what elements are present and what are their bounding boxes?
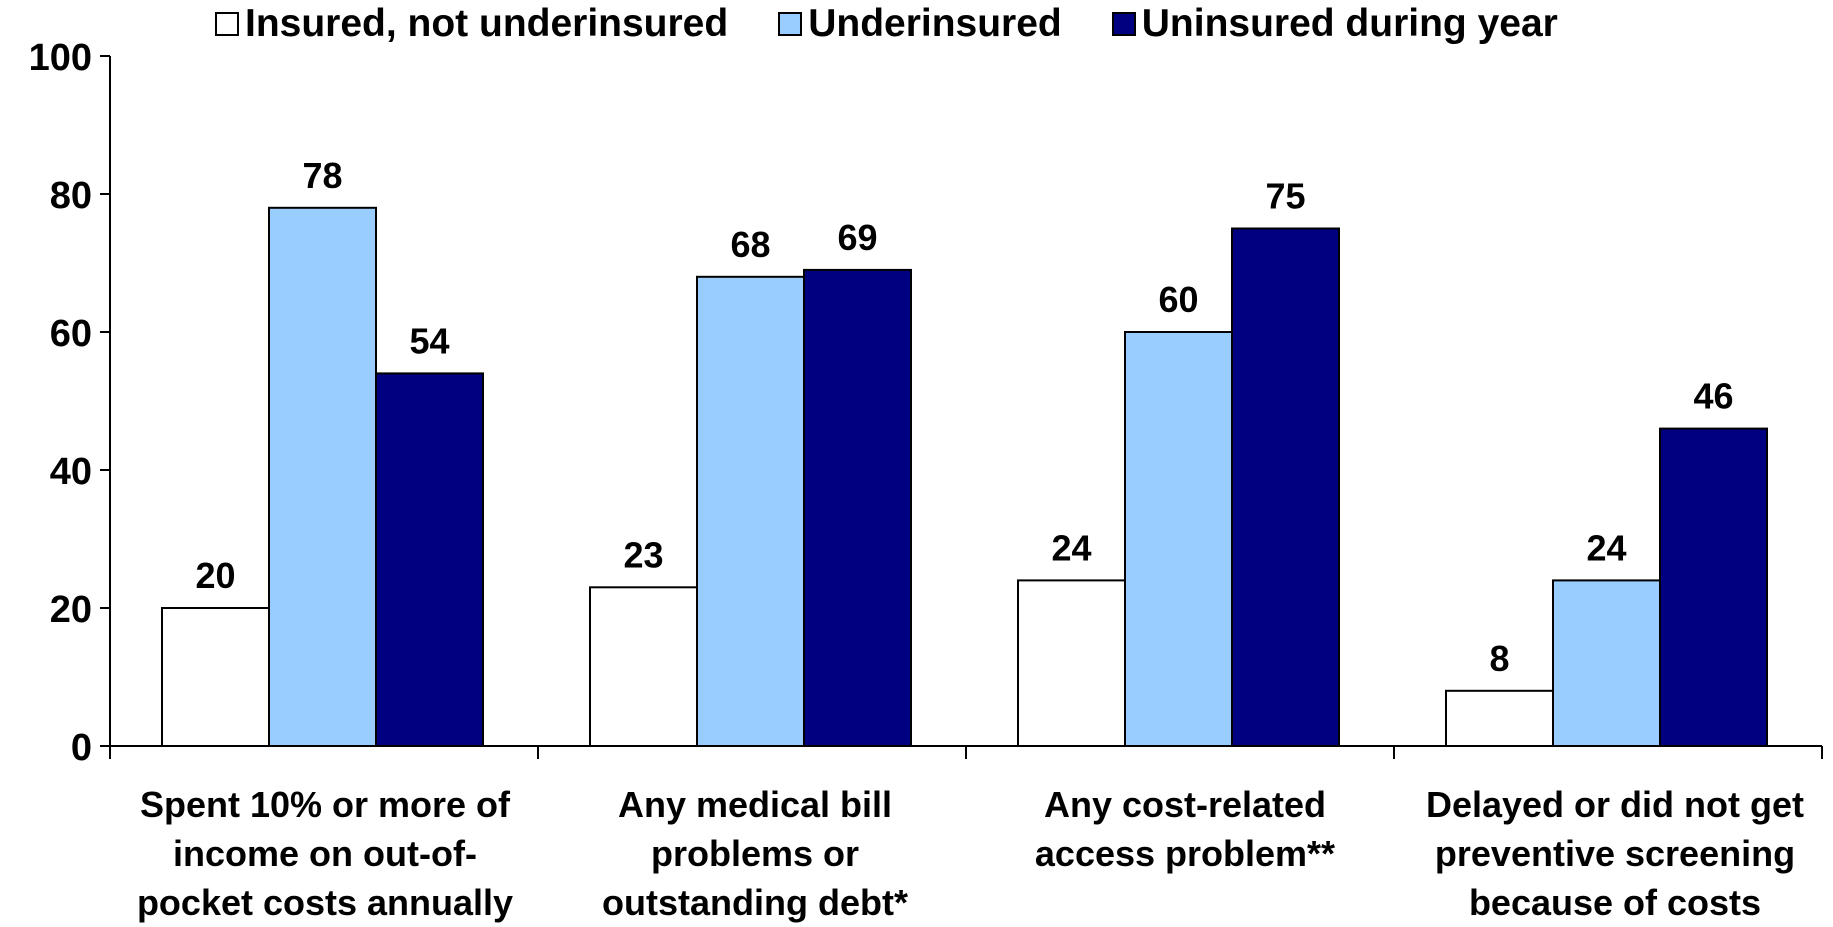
chart-value-labels: 20 78 54 23 68 69 24 60 75 8 24 46 xyxy=(195,155,1733,679)
y-tick-label: 0 xyxy=(71,727,92,769)
bar xyxy=(1659,427,1768,747)
bar-value-label: 68 xyxy=(730,224,770,265)
category-label-screening: Delayed or did not get preventive screen… xyxy=(1405,780,1825,927)
category-label-line: outstanding debt* xyxy=(602,882,908,923)
category-label-access-problem: Any cost-related access problem** xyxy=(975,780,1395,878)
legend-item-uninsured: Uninsured during year xyxy=(1111,2,1558,46)
bar xyxy=(375,372,484,747)
bar xyxy=(161,607,270,747)
legend-label-underinsured: Underinsured xyxy=(808,2,1062,45)
category-label-line: preventive screening xyxy=(1434,833,1796,874)
bar xyxy=(1552,579,1661,748)
bar-value-label: 75 xyxy=(1265,176,1305,217)
legend-label-insured: Insured, not underinsured xyxy=(245,2,729,45)
category-label-line: access problem** xyxy=(1034,833,1336,874)
category-label-medical-bill: Any medical bill problems or outstanding… xyxy=(545,780,965,927)
y-tick-label: 60 xyxy=(50,313,92,355)
bar xyxy=(1124,331,1233,747)
legend-label-uninsured: Uninsured during year xyxy=(1141,2,1558,45)
category-label-line: Spent 10% or more of xyxy=(139,784,511,825)
y-tick-label: 20 xyxy=(50,589,92,631)
legend-swatch-uninsured xyxy=(1111,12,1136,36)
legend-swatch-insured xyxy=(215,12,239,36)
category-label-line: Any medical bill xyxy=(617,784,893,825)
category-label-line: income on out-of- xyxy=(173,833,477,874)
chart-legend: Insured, not underinsured Underinsured U… xyxy=(215,2,1608,46)
legend-swatch-underinsured xyxy=(778,12,803,36)
bar-value-label: 78 xyxy=(302,155,342,196)
bar xyxy=(589,586,698,747)
bar xyxy=(803,268,912,747)
bar-value-label: 60 xyxy=(1158,279,1198,320)
category-label-line: problems or xyxy=(650,833,860,874)
category-label-line: because of costs xyxy=(1468,882,1762,923)
bar-value-label: 69 xyxy=(837,217,877,258)
category-label-line: pocket costs annually xyxy=(136,882,514,923)
bar xyxy=(1445,689,1554,747)
bar-value-label: 54 xyxy=(409,320,449,361)
bar-value-label: 24 xyxy=(1051,527,1091,568)
legend-item-insured: Insured, not underinsured xyxy=(215,2,728,46)
bar-value-label: 8 xyxy=(1489,638,1509,679)
chart-bars xyxy=(161,206,1768,748)
category-label-line: Any cost-related xyxy=(1043,784,1327,825)
bar-value-label: 20 xyxy=(195,555,235,596)
bar xyxy=(696,275,805,747)
bar-value-label: 46 xyxy=(1693,376,1733,417)
y-tick-label: 40 xyxy=(50,451,92,493)
y-tick-label: 80 xyxy=(50,175,92,217)
y-tick-label: 100 xyxy=(29,37,92,79)
bar xyxy=(1231,227,1340,747)
bar xyxy=(1017,579,1126,748)
category-label-line: Delayed or did not get xyxy=(1425,784,1805,825)
legend-item-underinsured: Underinsured xyxy=(778,2,1062,46)
bar-value-label: 24 xyxy=(1586,527,1626,568)
bar xyxy=(268,206,377,748)
category-label-out-of-pocket: Spent 10% or more of income on out-of- p… xyxy=(115,780,535,927)
bar-value-label: 23 xyxy=(623,534,663,575)
